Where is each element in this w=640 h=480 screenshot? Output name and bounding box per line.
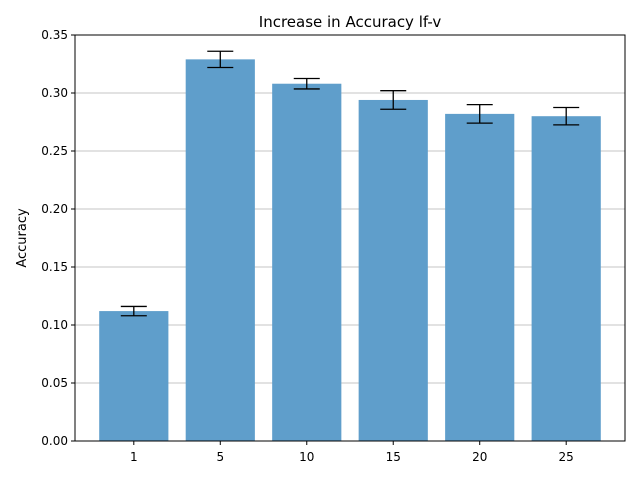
y-tick-label: 0.05 — [41, 376, 68, 390]
y-tick-label: 0.35 — [41, 28, 68, 42]
y-axis-ticks: 0.00 0.05 0.10 0.15 0.20 0.25 0.30 0.35 — [41, 28, 75, 448]
bar — [272, 83, 342, 441]
x-tick-label: 5 — [216, 450, 224, 464]
y-axis-label: Accuracy — [15, 208, 30, 268]
bars — [99, 59, 601, 442]
chart-title: Increase in Accuracy lf-v — [259, 13, 442, 31]
y-tick-label: 0.20 — [41, 202, 68, 216]
error-bars — [120, 50, 580, 317]
x-axis-ticks: 1 5 10 15 20 25 — [130, 441, 574, 464]
y-tick-label: 0.10 — [41, 318, 68, 332]
y-tick-label: 0.25 — [41, 144, 68, 158]
x-tick-label: 10 — [299, 450, 314, 464]
bar — [185, 59, 255, 442]
plot-frame — [74, 34, 626, 442]
bar — [531, 116, 601, 441]
y-tick-label: 0.00 — [41, 434, 68, 448]
bar — [358, 99, 428, 442]
bar — [445, 113, 515, 441]
bar — [99, 311, 169, 441]
x-tick-label: 15 — [386, 450, 401, 464]
y-tick-label: 0.15 — [41, 260, 68, 274]
x-tick-label: 1 — [130, 450, 138, 464]
y-tick-label: 0.30 — [41, 86, 68, 100]
x-tick-label: 20 — [472, 450, 487, 464]
x-tick-label: 25 — [559, 450, 574, 464]
